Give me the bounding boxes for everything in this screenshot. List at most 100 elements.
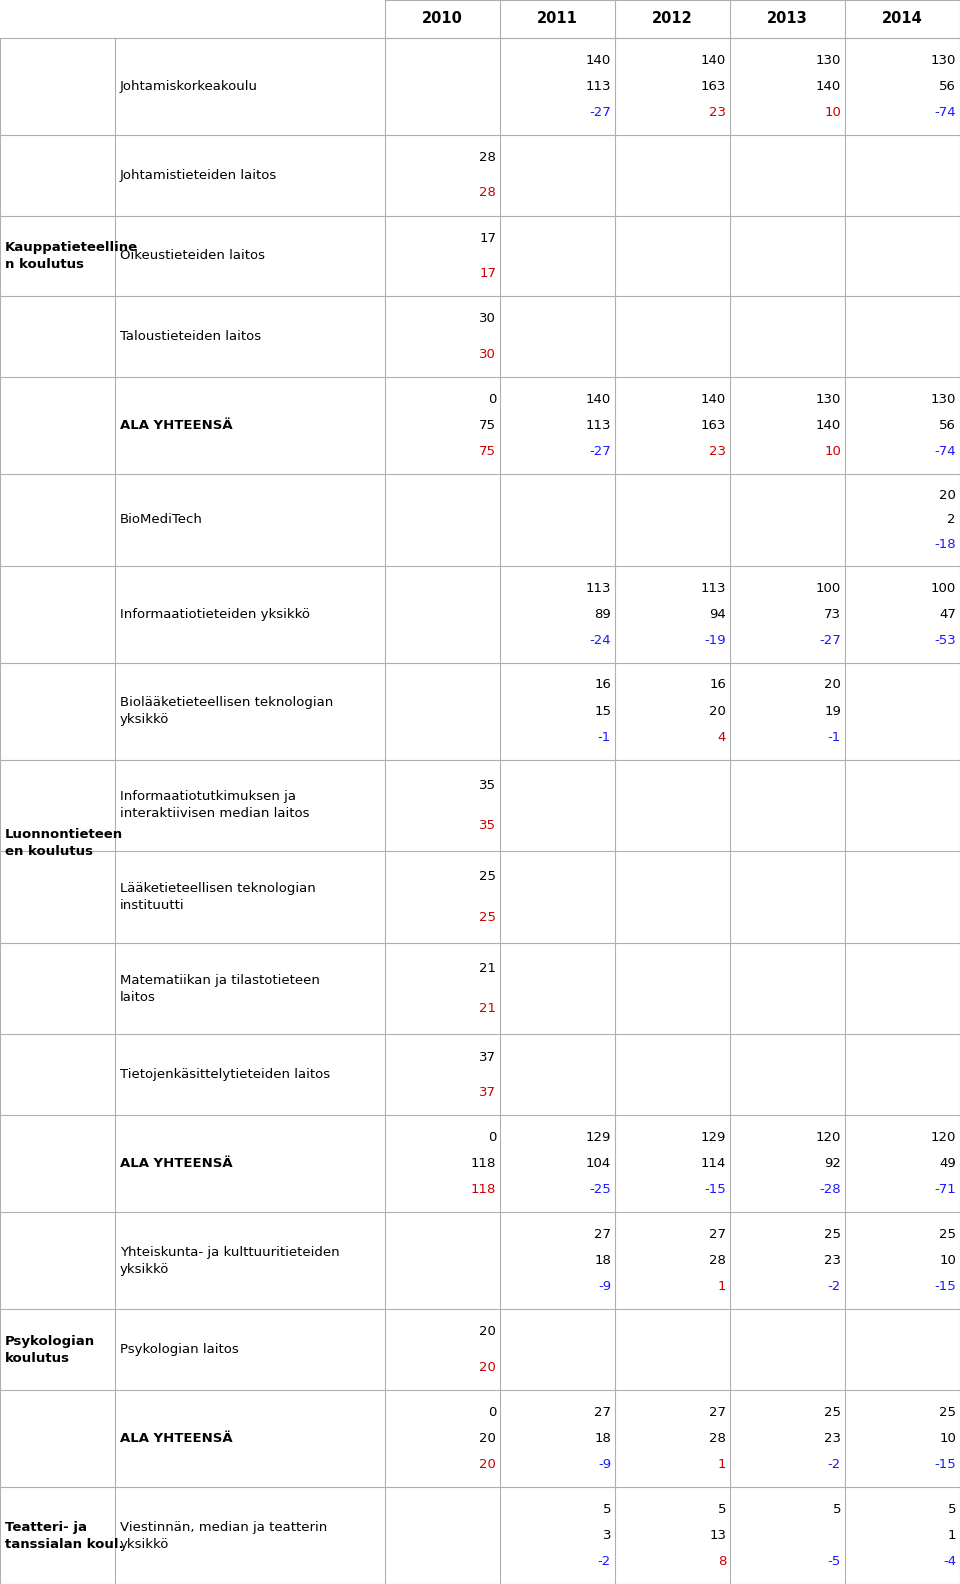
Text: 35: 35 [479, 779, 496, 792]
Text: Psykologian
koulutus: Psykologian koulutus [5, 1335, 95, 1365]
Text: 75: 75 [479, 420, 496, 432]
Text: -27: -27 [589, 106, 612, 119]
Text: 19: 19 [825, 705, 841, 718]
Text: 2010: 2010 [422, 11, 463, 27]
Text: -2: -2 [828, 1280, 841, 1294]
Text: -1: -1 [828, 730, 841, 744]
Text: Johtamistieteiden laitos: Johtamistieteiden laitos [120, 168, 277, 182]
Text: 2014: 2014 [882, 11, 923, 27]
Text: 10: 10 [939, 1255, 956, 1267]
Text: 25: 25 [479, 871, 496, 884]
Text: -27: -27 [589, 445, 612, 458]
Text: 37: 37 [479, 1087, 496, 1099]
Text: Informaatiotutkimuksen ja
interaktiivisen median laitos: Informaatiotutkimuksen ja interaktiivise… [120, 790, 309, 821]
Text: -15: -15 [934, 1459, 956, 1472]
Text: 25: 25 [824, 1407, 841, 1419]
Text: -19: -19 [705, 634, 726, 646]
Text: -5: -5 [828, 1555, 841, 1568]
Text: 163: 163 [701, 79, 726, 93]
Text: 10: 10 [825, 445, 841, 458]
Text: 75: 75 [479, 445, 496, 458]
Text: 114: 114 [701, 1158, 726, 1171]
Text: 0: 0 [488, 393, 496, 406]
Text: 28: 28 [479, 187, 496, 200]
Text: 2: 2 [948, 513, 956, 526]
Text: 129: 129 [701, 1131, 726, 1144]
Text: Tietojenkäsittelytieteiden laitos: Tietojenkäsittelytieteiden laitos [120, 1068, 330, 1082]
Text: Viestinnän, median ja teatterin
yksikkö: Viestinnän, median ja teatterin yksikkö [120, 1521, 327, 1551]
Text: 23: 23 [824, 1255, 841, 1267]
Text: 28: 28 [709, 1255, 726, 1267]
Text: -24: -24 [589, 634, 612, 646]
Text: 113: 113 [586, 420, 612, 432]
Text: 118: 118 [470, 1158, 496, 1171]
Text: -9: -9 [598, 1280, 612, 1294]
Text: 49: 49 [939, 1158, 956, 1171]
Text: 130: 130 [930, 393, 956, 406]
Text: 89: 89 [594, 608, 612, 621]
Text: Teatteri- ja
tanssialan koul.: Teatteri- ja tanssialan koul. [5, 1521, 124, 1551]
Text: -25: -25 [589, 1183, 612, 1196]
Text: 2011: 2011 [538, 11, 578, 27]
Text: 18: 18 [594, 1432, 612, 1445]
Text: 15: 15 [594, 705, 612, 718]
Text: Luonnontieteen
en koulutus: Luonnontieteen en koulutus [5, 828, 123, 859]
Text: Oikeustieteiden laitos: Oikeustieteiden laitos [120, 249, 265, 263]
Text: 30: 30 [479, 348, 496, 361]
Text: -9: -9 [598, 1459, 612, 1472]
Text: 17: 17 [479, 268, 496, 280]
Text: -1: -1 [598, 730, 612, 744]
Text: 0: 0 [488, 1131, 496, 1144]
Text: 20: 20 [709, 705, 726, 718]
Text: 130: 130 [930, 54, 956, 67]
Text: 25: 25 [939, 1407, 956, 1419]
Text: 21: 21 [479, 1003, 496, 1015]
Text: 10: 10 [939, 1432, 956, 1445]
Text: -74: -74 [934, 445, 956, 458]
Text: 113: 113 [701, 581, 726, 594]
Text: 1: 1 [948, 1529, 956, 1541]
Text: 13: 13 [709, 1529, 726, 1541]
Text: 118: 118 [470, 1183, 496, 1196]
Text: 30: 30 [479, 312, 496, 325]
Text: -2: -2 [828, 1459, 841, 1472]
Text: -18: -18 [934, 539, 956, 551]
Text: 8: 8 [718, 1555, 726, 1568]
Text: 20: 20 [479, 1326, 496, 1338]
Text: 104: 104 [586, 1158, 612, 1171]
Text: 140: 140 [701, 393, 726, 406]
Text: 113: 113 [586, 581, 612, 594]
Text: 1: 1 [717, 1459, 726, 1472]
Text: 163: 163 [701, 420, 726, 432]
Text: 17: 17 [479, 231, 496, 244]
Text: 28: 28 [479, 150, 496, 163]
Text: 113: 113 [586, 79, 612, 93]
Text: BioMediTech: BioMediTech [120, 513, 203, 526]
Text: 25: 25 [939, 1228, 956, 1240]
Text: 94: 94 [709, 608, 726, 621]
Text: 130: 130 [816, 393, 841, 406]
Text: 140: 140 [586, 393, 612, 406]
Text: 4: 4 [718, 730, 726, 744]
Text: 23: 23 [824, 1432, 841, 1445]
Text: ALA YHTEENSÄ: ALA YHTEENSÄ [120, 420, 232, 432]
Text: Psykologian laitos: Psykologian laitos [120, 1343, 239, 1356]
Text: 16: 16 [594, 678, 612, 692]
Text: 16: 16 [709, 678, 726, 692]
Text: 20: 20 [825, 678, 841, 692]
Text: 1: 1 [717, 1280, 726, 1294]
Text: 0: 0 [488, 1407, 496, 1419]
Text: -27: -27 [819, 634, 841, 646]
Text: 27: 27 [594, 1228, 612, 1240]
Text: 20: 20 [479, 1432, 496, 1445]
Text: 3: 3 [603, 1529, 612, 1541]
Text: 100: 100 [816, 581, 841, 594]
Text: 23: 23 [709, 106, 726, 119]
Text: 2013: 2013 [767, 11, 808, 27]
Text: -74: -74 [934, 106, 956, 119]
Text: 20: 20 [479, 1459, 496, 1472]
Text: 21: 21 [479, 961, 496, 976]
Text: 120: 120 [816, 1131, 841, 1144]
Text: Informaatiotieteiden yksikkö: Informaatiotieteiden yksikkö [120, 608, 310, 621]
Text: 140: 140 [586, 54, 612, 67]
